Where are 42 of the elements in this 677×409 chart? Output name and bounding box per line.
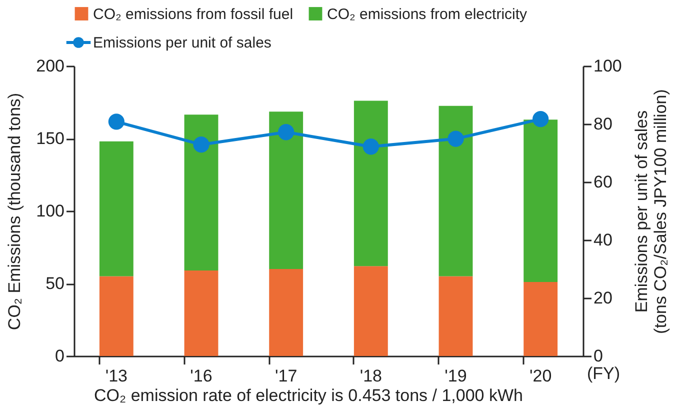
y2-tick-label: 60 <box>594 172 612 192</box>
point <box>193 136 210 153</box>
bar <box>184 114 218 270</box>
point <box>448 130 464 147</box>
point <box>532 111 549 128</box>
y-tick-label: 100 <box>36 202 64 220</box>
y2-tick-label: 80 <box>594 114 612 134</box>
text: CO₂ emission rate of electricity is 0.453 tons / 1,000 kWh <box>94 386 523 405</box>
point <box>278 124 294 140</box>
bar <box>269 112 304 269</box>
y2-tick-label: 40 <box>594 230 612 250</box>
point <box>362 138 379 155</box>
legend-label: CO₂ emissions from fossil fuel <box>93 6 294 23</box>
y-tick-label: 0 <box>55 346 64 366</box>
x-tick-label: '20 <box>530 366 552 386</box>
bar <box>99 141 134 276</box>
y2-tick-label: 20 <box>594 288 612 308</box>
bar <box>438 106 473 276</box>
text: (FY) <box>587 364 620 383</box>
x-tick-label: '16 <box>190 366 212 386</box>
bar <box>99 276 134 356</box>
legend-label: CO₂ emissions from electricity <box>327 6 528 23</box>
bar <box>354 266 388 356</box>
point <box>108 114 124 130</box>
x-tick-label: '13 <box>105 366 128 386</box>
y2-tick-label: 100 <box>594 56 622 76</box>
bar <box>184 270 218 356</box>
bar <box>354 100 388 266</box>
y2-axis-title: Emissions per unit of sales (tons CO₂/Sales JPY100 million) <box>632 89 670 334</box>
bar <box>438 276 473 356</box>
y-axis-title: CO₂ Emissions (thousand tons) <box>5 92 24 330</box>
x-tick-label: '17 <box>275 366 298 386</box>
y-tick-label: 50 <box>46 274 64 293</box>
bar <box>524 120 558 282</box>
y2-tick-label: 0 <box>594 346 603 366</box>
x-tick-label: '18 <box>360 366 382 386</box>
y-tick-label: 150 <box>36 129 64 148</box>
bar <box>524 282 558 356</box>
legend-label: Emissions per unit of sales <box>93 34 272 52</box>
x-tick-label: '19 <box>444 366 467 386</box>
bar <box>269 269 304 356</box>
y-tick-label: 200 <box>36 56 64 76</box>
